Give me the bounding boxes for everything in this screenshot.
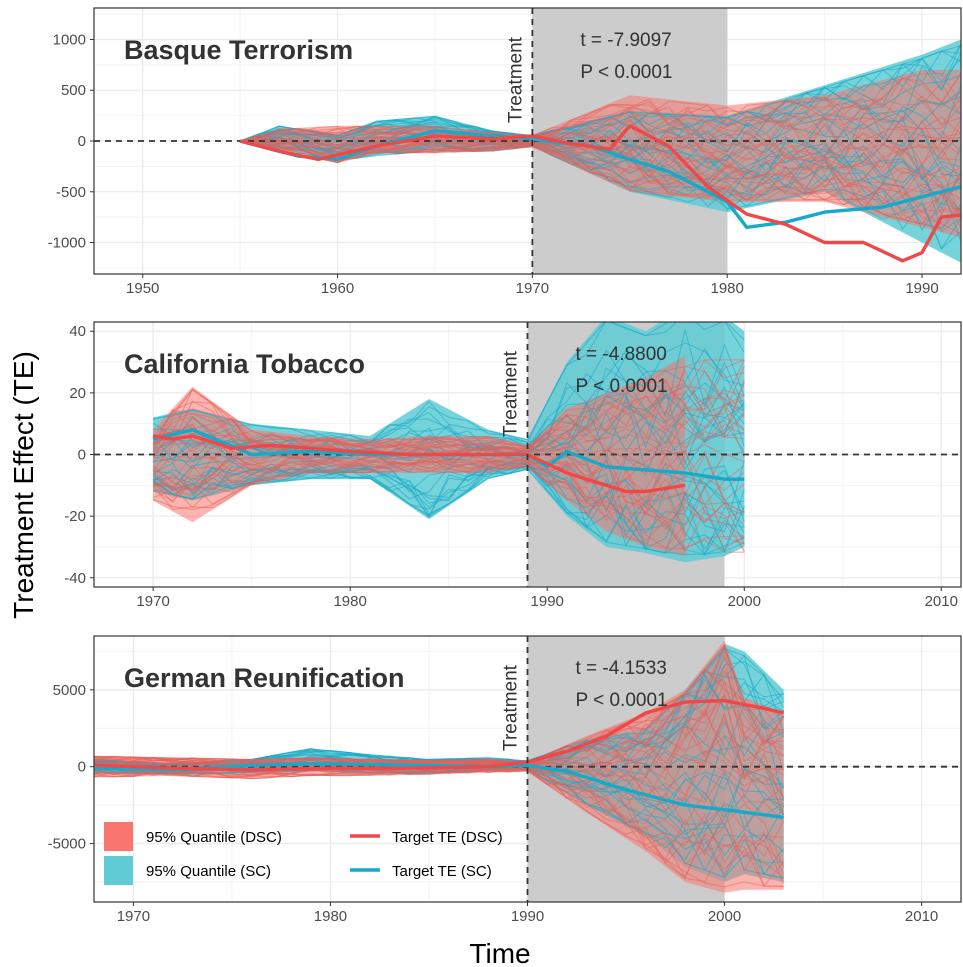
sc-placebo-line [152,463,745,550]
dsc-placebo-line [152,454,745,506]
x-tick-label: 1970 [117,908,150,925]
stat-p-value: P < 0.0001 [576,376,668,397]
x-tick-label: 1970 [136,593,169,610]
plot-area [94,8,961,274]
x-tick-label: 2000 [728,593,761,610]
y-tick-label: 0 [78,447,86,464]
sc-placebo-line [152,322,745,444]
dsc-placebo-line [94,644,785,765]
stat-p-value: P < 0.0001 [580,62,672,83]
dsc-placebo-line [239,95,961,142]
legend-label: 95% Quantile (DSC) [146,829,282,846]
plot-area [94,636,961,902]
legend-label: Target TE (SC) [392,863,492,880]
dsc-placebo-line [240,107,961,147]
y-tick-label: 500 [61,82,86,99]
treatment-label: Treatment [501,350,522,437]
dsc-target-line [94,698,785,772]
dsc-placebo-line [240,119,961,161]
dsc-placebo-line [152,459,745,544]
legend: 95% Quantile (DSC) Target TE (DSC) 95% Qua… [104,822,503,885]
x-tick-label: 1960 [321,280,354,297]
y-tick-label: 5000 [53,682,86,699]
y-tick-label: 1000 [53,31,86,48]
y-tick-label: 40 [69,323,86,340]
dsc-target-line [239,124,961,263]
panel-title: German Reunification [124,663,405,693]
stat-t-value: t = -4.1533 [576,658,667,679]
dsc-placebo-line [240,140,961,228]
legend-item-3: 95% Quantile (SC) [104,856,271,885]
stat-t-value: t = -7.9097 [580,30,671,51]
legend-swatch-fill [104,822,133,851]
y-tick-label: 0 [78,133,86,150]
dsc-placebo-line [152,449,745,506]
dsc-target-line [152,434,686,494]
x-tick-label: 1980 [333,593,366,610]
x-tick-label: 1990 [531,593,564,610]
sc-placebo-line [152,461,745,551]
y-tick-label: -1000 [48,235,86,252]
dsc-placebo-line [94,768,785,875]
legend-item-2: Target TE (DSC) [350,829,503,846]
legend-label: 95% Quantile (SC) [146,863,271,880]
legend-swatch-fill [104,856,133,885]
stat-p-value: P < 0.0001 [576,690,668,711]
stat-t-value: t = -4.8800 [576,344,667,365]
sc-placebo-line [152,367,745,457]
x-tick-label: 1990 [905,280,938,297]
x-tick-label: 1950 [126,280,159,297]
panel-1: 1950 1960 1970 1980 1990 1000 500 0 -500 -1000 Bas… [48,7,962,297]
dsc-placebo-line [152,426,745,476]
dsc-placebo-line [239,72,961,142]
x-tick-label: 2000 [708,908,741,925]
dsc-placebo-line [152,359,745,448]
dsc-placebo-line [239,103,961,142]
dsc-placebo-line [152,462,745,553]
x-tick-label: 1980 [314,908,347,925]
dsc-placebo-line [94,768,785,884]
dsc-placebo-line [152,392,745,456]
panel-title: California Tobacco [124,349,365,379]
dsc-placebo-line [152,359,745,452]
dsc-placebo-line [94,768,784,887]
y-axis-label: Treatment Effect (TE) [8,351,39,619]
dsc-placebo-line [240,140,961,206]
x-tick-label: 1980 [711,280,744,297]
y-tick-label: 20 [69,385,86,402]
x-tick-label: 1990 [511,908,544,925]
sc-placebo-line [152,456,745,533]
dsc-placebo-line [152,389,745,453]
legend-item-4: Target TE (SC) [350,863,492,880]
panel-2: 1970 1980 1990 2000 2010 40 20 0 -20 -40 Californi… [64,321,962,610]
dsc-placebo-line [152,378,745,452]
treatment-label: Treatment [501,664,522,751]
y-tick-label: -5000 [48,836,86,853]
x-tick-label: 2010 [905,908,938,925]
x-axis-label: Time [469,938,530,967]
x-tick-label: 2010 [925,593,958,610]
y-tick-label: -500 [56,184,86,201]
y-tick-label: 0 [78,759,86,776]
treatment-label: Treatment [505,36,526,123]
sc-placebo-line [153,461,745,526]
chart-panels: 1950 1960 1970 1980 199010005000-500-1000Bas… [48,7,962,925]
sc-placebo-line [152,455,745,534]
legend-item-1: 95% Quantile (DSC) [104,822,282,851]
panel-title: Basque Terrorism [124,35,353,65]
dsc-placebo-line [153,359,745,449]
panel-3: 1970 1980 1990 2000 2010 5000 0 -5000 German Reu… [48,635,962,925]
dsc-placebo-line [239,72,961,142]
x-tick-label: 1970 [516,280,549,297]
y-tick-label: -20 [64,508,86,525]
y-tick-label: -40 [64,570,86,587]
legend-label: Target TE (DSC) [392,829,503,846]
dsc-placebo-line [240,124,961,165]
plot-area [94,322,961,587]
